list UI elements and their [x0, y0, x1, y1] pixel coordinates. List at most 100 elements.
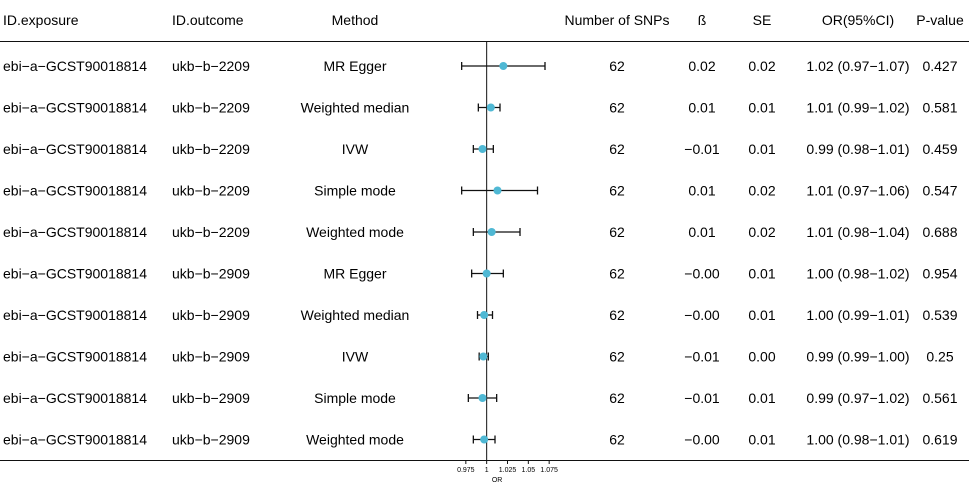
- cell-se: 0.01: [748, 307, 775, 323]
- column-header-method: Method: [332, 12, 379, 28]
- cell-n-snps: 62: [609, 100, 625, 116]
- cell-or-ci: 0.99 (0.99−1.00): [806, 349, 909, 365]
- x-tick-label: 1: [485, 467, 489, 474]
- or-point: [493, 186, 502, 195]
- x-tick-label: 1.05: [522, 467, 536, 474]
- cell-exposure: ebi−a−GCST90018814: [3, 266, 147, 282]
- column-header-or-ci: OR(95%CI): [822, 12, 894, 28]
- cell-n-snps: 62: [609, 390, 625, 406]
- cell-method: MR Egger: [323, 266, 386, 282]
- cell-p-value: 0.25: [926, 349, 953, 365]
- cell-n-snps: 62: [609, 224, 625, 240]
- cell-method: Weighted mode: [306, 224, 404, 240]
- cell-outcome: ukb−b−2209: [172, 141, 250, 157]
- cell-beta: −0.00: [684, 266, 720, 282]
- table-row: ebi−a−GCST90018814 ukb−b−2909 MR Egger 62 −0…: [3, 266, 958, 282]
- column-header-se: SE: [753, 12, 772, 28]
- cell-outcome: ukb−b−2209: [172, 58, 250, 74]
- x-tick-label: 0.975: [457, 467, 475, 474]
- cell-outcome: ukb−b−2209: [172, 224, 250, 240]
- cell-method: IVW: [342, 141, 369, 157]
- cell-method: Weighted mode: [306, 432, 404, 448]
- cell-beta: −0.01: [684, 141, 720, 157]
- or-point: [487, 228, 496, 236]
- forest-plot-panel: [461, 42, 546, 460]
- cell-p-value: 0.581: [922, 100, 957, 116]
- cell-exposure: ebi−a−GCST90018814: [3, 58, 147, 74]
- x-axis: 0.975 1 1.025 1.05 1.075 OR: [457, 460, 558, 484]
- cell-se: 0.02: [748, 224, 775, 240]
- x-tick-label: 1.025: [499, 467, 517, 474]
- or-point: [486, 103, 495, 112]
- cell-method: Weighted median: [301, 307, 410, 323]
- cell-se: 0.00: [748, 349, 775, 365]
- cell-se: 0.02: [748, 58, 775, 74]
- cell-or-ci: 1.01 (0.98−1.04): [806, 224, 909, 240]
- cell-or-ci: 1.00 (0.98−1.01): [806, 432, 909, 448]
- column-header-outcome: ID.outcome: [172, 12, 244, 28]
- cell-exposure: ebi−a−GCST90018814: [3, 224, 147, 240]
- cell-outcome: ukb−b−2209: [172, 100, 250, 116]
- cell-outcome: ukb−b−2909: [172, 266, 250, 282]
- or-point: [480, 435, 489, 444]
- cell-se: 0.01: [748, 390, 775, 406]
- cell-se: 0.01: [748, 432, 775, 448]
- cell-exposure: ebi−a−GCST90018814: [3, 349, 147, 365]
- cell-beta: −0.01: [684, 390, 720, 406]
- cell-exposure: ebi−a−GCST90018814: [3, 100, 147, 116]
- cell-n-snps: 62: [609, 266, 625, 282]
- table-row: ebi−a−GCST90018814 ukb−b−2209 Weighted med…: [3, 100, 958, 116]
- cell-or-ci: 1.02 (0.97−1.07): [806, 58, 909, 74]
- cell-p-value: 0.688: [922, 224, 957, 240]
- cell-or-ci: 1.00 (0.99−1.01): [806, 307, 909, 323]
- cell-method: MR Egger: [323, 58, 386, 74]
- or-point: [499, 62, 508, 70]
- cell-outcome: ukb−b−2909: [172, 390, 250, 406]
- table-row: ebi−a−GCST90018814 ukb−b−2209 Simple mode 6…: [3, 183, 958, 199]
- table-row: ebi−a−GCST90018814 ukb−b−2209 IVW 62 −0.01 0.…: [3, 141, 958, 157]
- cell-outcome: ukb−b−2909: [172, 307, 250, 323]
- cell-beta: −0.00: [684, 432, 720, 448]
- table-row: ebi−a−GCST90018814 ukb−b−2909 Weighted med…: [3, 307, 958, 323]
- cell-outcome: ukb−b−2909: [172, 432, 250, 448]
- column-header-p-value: P-value: [916, 12, 964, 28]
- cell-n-snps: 62: [609, 183, 625, 199]
- cell-or-ci: 0.99 (0.98−1.01): [806, 141, 909, 157]
- cell-method: Simple mode: [314, 183, 396, 199]
- cell-se: 0.01: [748, 141, 775, 157]
- cell-n-snps: 62: [609, 58, 625, 74]
- column-header-exposure: ID.exposure: [3, 12, 79, 28]
- or-point: [478, 394, 487, 402]
- x-tick-label: 1.075: [540, 467, 558, 474]
- table-header: ID.exposure ID.outcome Method Number of SNP…: [3, 12, 964, 28]
- cell-n-snps: 62: [609, 307, 625, 323]
- cell-or-ci: 0.99 (0.97−1.02): [806, 390, 909, 406]
- or-point: [479, 352, 488, 361]
- or-point: [478, 145, 487, 153]
- table-body: ebi−a−GCST90018814 ukb−b−2209 MR Egger 62 0.…: [3, 58, 958, 448]
- cell-exposure: ebi−a−GCST90018814: [3, 390, 147, 406]
- x-axis-title: OR: [492, 477, 503, 484]
- cell-p-value: 0.954: [922, 266, 957, 282]
- cell-se: 0.01: [748, 266, 775, 282]
- table-row: ebi−a−GCST90018814 ukb−b−2909 Weighted mod…: [3, 432, 958, 448]
- cell-beta: 0.01: [688, 100, 715, 116]
- table-row: ebi−a−GCST90018814 ukb−b−2909 IVW 62 −0.01 0.…: [3, 349, 954, 365]
- cell-beta: 0.02: [688, 58, 715, 74]
- cell-n-snps: 62: [609, 349, 625, 365]
- cell-exposure: ebi−a−GCST90018814: [3, 141, 147, 157]
- or-point: [482, 269, 491, 278]
- cell-exposure: ebi−a−GCST90018814: [3, 432, 147, 448]
- cell-or-ci: 1.01 (0.97−1.06): [806, 183, 909, 199]
- column-header-n-snps: Number of SNPs: [564, 12, 669, 28]
- cell-exposure: ebi−a−GCST90018814: [3, 307, 147, 323]
- or-point: [480, 311, 489, 319]
- cell-n-snps: 62: [609, 432, 625, 448]
- cell-p-value: 0.619: [922, 432, 957, 448]
- cell-or-ci: 1.01 (0.99−1.02): [806, 100, 909, 116]
- cell-beta: 0.01: [688, 183, 715, 199]
- cell-se: 0.01: [748, 100, 775, 116]
- cell-n-snps: 62: [609, 141, 625, 157]
- cell-p-value: 0.539: [922, 307, 957, 323]
- cell-beta: −0.01: [684, 349, 720, 365]
